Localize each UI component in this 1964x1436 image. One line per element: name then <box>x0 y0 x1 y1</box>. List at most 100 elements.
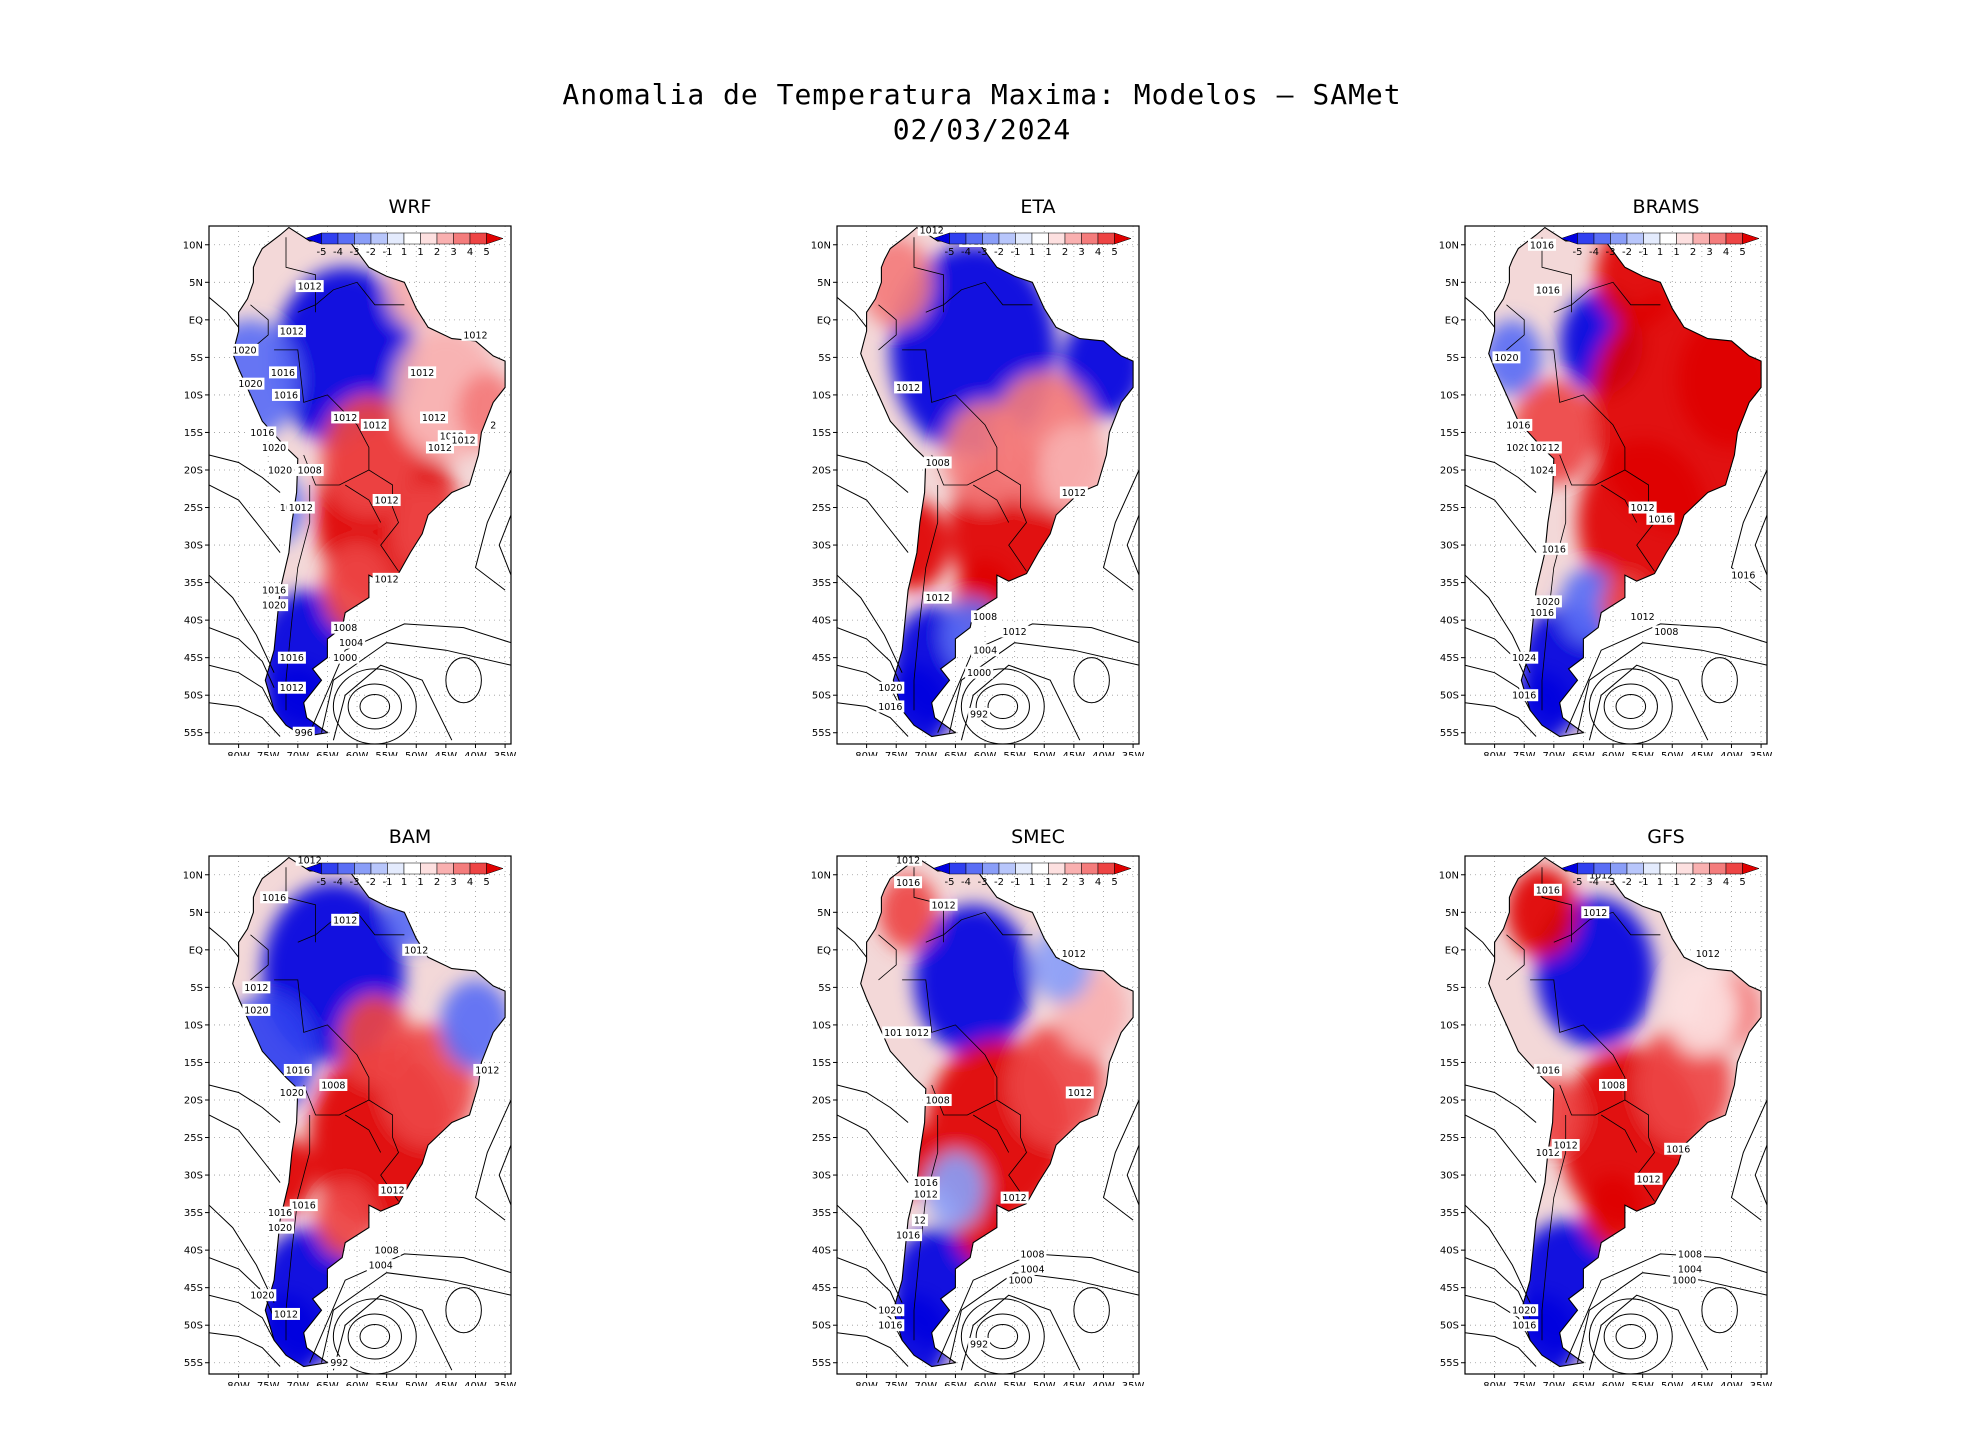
border-line <box>274 349 399 572</box>
isobar-label: 1016 <box>1536 885 1560 896</box>
isobar-line <box>1565 623 1767 733</box>
low-pressure-isobar <box>332 1298 417 1374</box>
isobar-label-bg <box>292 726 315 739</box>
lat-tick-label: 40S <box>1440 1246 1459 1257</box>
lat-tick-label: 50S <box>184 691 203 702</box>
lat-tick-label: 10N <box>183 870 203 881</box>
isobar-label: 1016 <box>884 1028 908 1039</box>
isobar-label-bg <box>286 501 315 514</box>
colorbar-swatch <box>1709 232 1727 245</box>
border-line <box>913 485 939 711</box>
lon-tick-label: 35W <box>1750 751 1773 756</box>
isobar-labels: 1016101210121012101610081012101210121016… <box>1510 868 1722 1332</box>
isobar-label-bg <box>1018 1262 1047 1275</box>
isobar-line <box>837 664 903 711</box>
isobar-label-bg <box>1599 1078 1628 1091</box>
colorbar-tick-label: -1 <box>1639 247 1649 258</box>
isobar-label: 1016 <box>292 1201 316 1212</box>
colorbar-tick-label: 2 <box>1690 247 1696 258</box>
border-line <box>1506 934 1525 981</box>
border-line <box>1553 281 1661 313</box>
lon-tick-label: 55W <box>1003 751 1026 756</box>
map-bam: 1012101610121012101210201016102010081012… <box>183 853 516 1386</box>
isobar-label: 1012 <box>1631 612 1655 623</box>
lat-tick-label: 10N <box>1439 240 1459 251</box>
lon-tick-label: 60W <box>974 1381 997 1386</box>
isobar-label-bg <box>1527 238 1556 251</box>
lat-tick-label: 15S <box>184 1058 203 1069</box>
isobar-label-bg <box>1628 610 1657 623</box>
colorbar-tick-label: -2 <box>994 247 1004 258</box>
isobar-label: 1012 <box>1636 1174 1660 1185</box>
lat-tick-label: 15S <box>1440 428 1459 439</box>
lon-tick-label: 60W <box>974 751 997 756</box>
isobar-label: 1000 <box>1008 1276 1032 1287</box>
lat-tick-label: 10S <box>1440 1020 1459 1031</box>
lat-tick-label: 40S <box>184 616 203 627</box>
panel-title: GFS <box>1647 826 1685 848</box>
isobar-label: 1012 <box>244 983 268 994</box>
country-borders <box>1506 237 1661 711</box>
colorbar-swatch <box>403 862 421 875</box>
low-pressure-isobar <box>960 1298 1045 1374</box>
lon-tick-label: 40W <box>464 1381 487 1386</box>
anomaly-field <box>860 857 1134 1367</box>
colorbar-swatch <box>1064 232 1082 245</box>
isobar-label-bg <box>260 599 289 612</box>
lon-tick-label: 60W <box>1602 1381 1625 1386</box>
colorbar-swatch <box>1610 232 1628 245</box>
lon-tick-label: 45W <box>1063 751 1086 756</box>
axis-labels: 10N 5N EQ 5S 10S 15S 20S 25S 30S 35S 40S 45S 50S 55S 8… <box>811 870 1145 1386</box>
isobar-line <box>498 1144 511 1206</box>
lon-tick-label: 60W <box>346 1381 369 1386</box>
lat-tick-label: 50S <box>1440 691 1459 702</box>
isobar-label: 1012 <box>289 503 313 514</box>
isobar-line <box>209 1332 281 1367</box>
colorbar-tick-label: 1 <box>1657 877 1663 888</box>
isobar-line <box>1102 1099 1139 1221</box>
colorbar: -5 -4 -3 -2 -1 1 1 2 3 4 5 <box>304 232 504 258</box>
isobar-label-bg <box>283 1063 312 1076</box>
lat-tick-label: 35S <box>184 1208 203 1219</box>
isobar-label-bg <box>876 681 905 694</box>
isobar-label: 1020 <box>238 379 262 390</box>
lat-tick-label: 35S <box>812 1208 831 1219</box>
isobar-label: 992 <box>970 709 988 720</box>
colorbar-swatch <box>453 232 471 245</box>
colorbar-tick-label: 2 <box>1062 877 1068 888</box>
lon-tick-label: 35W <box>1122 1381 1145 1386</box>
colorbar-arrow-high <box>486 232 504 245</box>
isobar-label: 1012 <box>1068 1088 1092 1099</box>
isobar-label: 996 <box>295 728 313 739</box>
lon-tick-label: 65W <box>1572 1381 1595 1386</box>
colorbar-tick-label: 1 <box>1029 247 1035 258</box>
map-wrf: 1016101610121012101210121020102010161020… <box>183 225 516 756</box>
colorbar-swatch <box>1015 232 1033 245</box>
isobar-label: 1020 <box>1494 353 1518 364</box>
colorbar-swatch <box>982 862 1000 875</box>
colorbar-tick-label: 3 <box>1078 877 1084 888</box>
colorbar-swatch <box>1676 862 1694 875</box>
isobar-line <box>209 574 275 673</box>
isobar-label-bg <box>1533 883 1562 896</box>
isobar-label-bg <box>337 636 366 649</box>
colorbar-tick-label: 1 <box>417 247 423 258</box>
lat-tick-label: 15S <box>812 428 831 439</box>
panel-wrf: WRF 1016 1016 1012 1012 1012 1012 1020 1020 1016… <box>180 196 640 756</box>
colorbar-arrow-high <box>1114 232 1132 245</box>
colorbar-tick-label: 1 <box>1673 877 1679 888</box>
isobar-label: 1012 <box>298 855 322 866</box>
isobar-labels: 1016101610121012101210121020102010161020… <box>230 280 499 739</box>
border-line <box>344 484 382 523</box>
lon-tick-label: 45W <box>435 751 458 756</box>
lon-tick-label: 70W <box>915 1381 938 1386</box>
figure-title: Anomalia de Temperatura Maxima: Modelos … <box>562 78 1402 111</box>
isobar-line <box>837 454 909 493</box>
lon-tick-label: 80W <box>227 751 250 756</box>
colorbar-swatch <box>1610 862 1628 875</box>
colorbar-swatch <box>337 862 355 875</box>
panel-smec: SMEC 1012 1016 1012 1012 1016 1012 1008 1012 101… <box>808 826 1268 1386</box>
isobar-lines <box>1465 926 1767 1374</box>
lat-tick-label: 45S <box>1440 653 1459 664</box>
